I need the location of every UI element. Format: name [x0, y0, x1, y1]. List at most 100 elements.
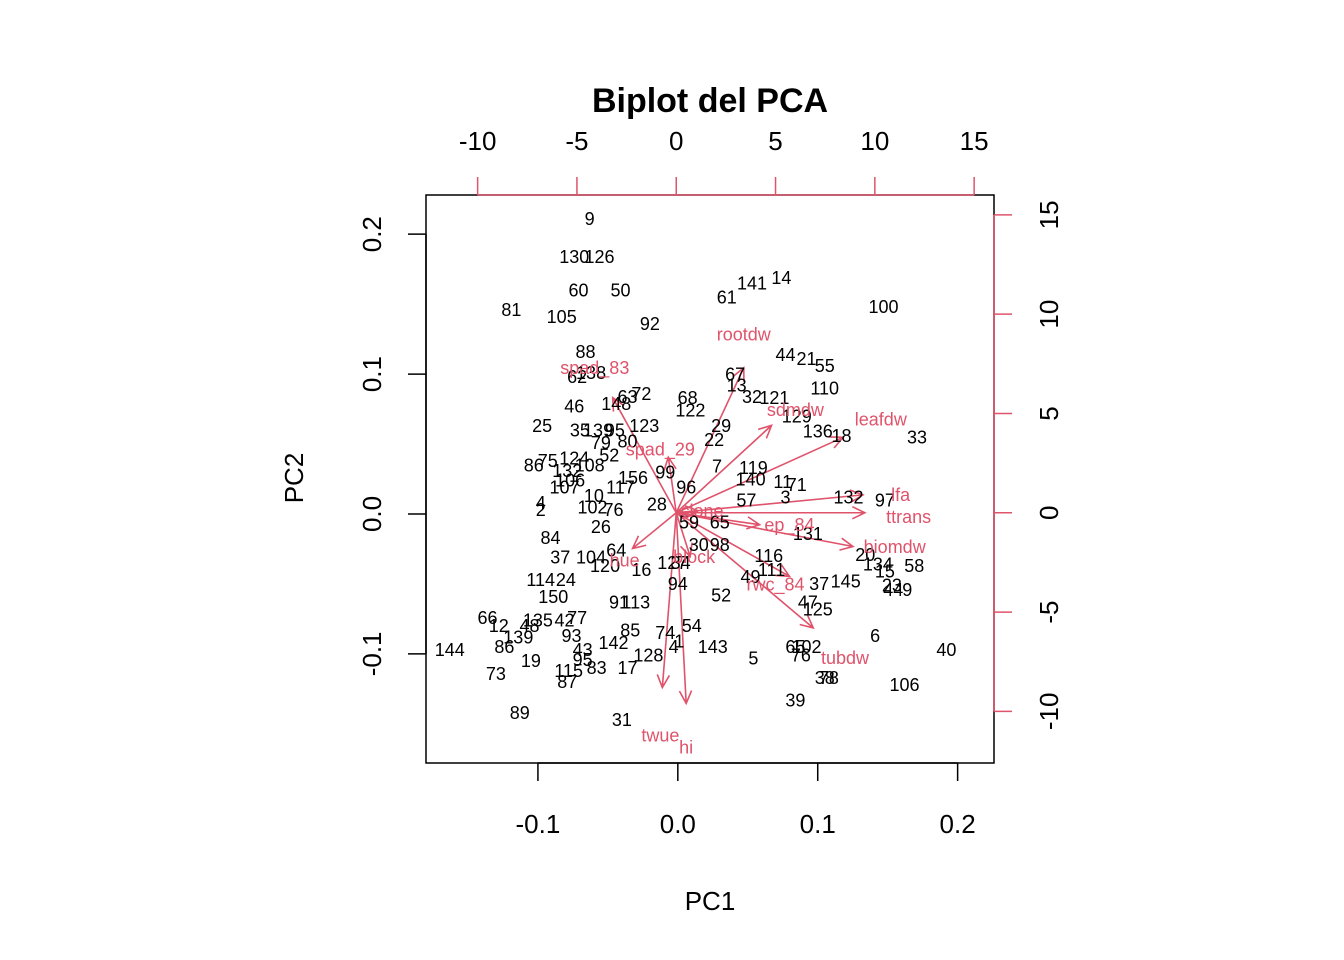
observation-label: 102 — [792, 637, 822, 657]
observation-label: 54 — [682, 616, 702, 636]
observation-label: 50 — [610, 280, 630, 300]
observation-label: 135 — [523, 611, 553, 631]
observation-label: 33 — [907, 427, 927, 447]
observation-label: 88 — [575, 342, 595, 362]
right-tick-label: 0 — [1034, 506, 1064, 520]
observation-label: 52 — [599, 446, 619, 466]
observation-label: 136 — [803, 422, 833, 442]
observation-label: 4 — [669, 637, 679, 657]
observation-label: 42 — [554, 611, 574, 631]
observation-label: 22 — [704, 430, 724, 450]
observation-label: 68 — [678, 388, 698, 408]
observation-label: 143 — [698, 637, 728, 657]
left-axis: -0.1 0.0 0.1 0.2 — [357, 216, 427, 676]
observation-label: 117 — [606, 478, 635, 498]
observation-label: 95 — [605, 420, 625, 440]
observation-label: 49 — [741, 567, 761, 587]
observation-label: 58 — [904, 556, 924, 576]
observation-label: 64 — [606, 541, 626, 561]
loading-label-spad_83: spad_83 — [560, 358, 629, 379]
observation-label: 128 — [633, 646, 663, 666]
observation-label: 65 — [710, 513, 730, 533]
observation-label: 23 — [882, 576, 902, 596]
observation-label: 15 — [875, 562, 895, 582]
observation-label: 123 — [629, 416, 659, 436]
observation-label: 43 — [573, 640, 593, 660]
observation-label: 59 — [679, 513, 699, 533]
observation-label: 107 — [549, 478, 579, 498]
loading-arrow-hue — [631, 512, 677, 550]
bottom-tick-label: 0.2 — [940, 809, 976, 839]
loading-arrow-biomdw — [676, 511, 855, 551]
observation-label: 144 — [435, 640, 465, 660]
observation-label: 62 — [567, 367, 587, 387]
observation-label: 38 — [815, 668, 835, 688]
loading-arrow-spad_29 — [663, 455, 678, 513]
loading-label-lfa: lfa — [891, 485, 911, 505]
observation-label: 11 — [773, 472, 792, 492]
observation-label: 24 — [556, 570, 576, 590]
loading-label-clone: clone — [681, 501, 724, 521]
observation-label: 65 — [785, 637, 805, 657]
observation-label: 39 — [785, 690, 805, 710]
observation-label: 14 — [771, 268, 791, 288]
observation-label: 78 — [819, 668, 839, 688]
top-axis: -10 -5 0 5 10 15 — [459, 126, 989, 196]
observation-label: 81 — [501, 300, 521, 320]
observation-label: 124 — [559, 448, 589, 468]
loading-arrow-rwc_84 — [675, 512, 792, 578]
right-tick-label: 10 — [1034, 300, 1064, 329]
observation-label: 20 — [855, 545, 875, 565]
observation-label: 40 — [936, 640, 956, 660]
observation-label: 114 — [526, 570, 555, 590]
left-tick-label: 0.0 — [357, 496, 387, 532]
bottom-tick-label: 0.1 — [800, 809, 836, 839]
observation-label: 121 — [759, 388, 789, 408]
loading-label-spad_29: spad_29 — [626, 440, 695, 461]
observation-label: 139 — [503, 627, 533, 647]
observation-label: 122 — [675, 401, 705, 421]
observation-label: 84 — [540, 528, 560, 548]
observation-label: 6 — [870, 626, 880, 646]
loading-arrow-lfa — [676, 489, 865, 514]
loading-label-tubdw: tubdw — [821, 648, 870, 668]
observation-label: 102 — [577, 497, 607, 517]
loading-arrow-sdmdw — [675, 424, 773, 514]
top-tick-label: 10 — [860, 126, 889, 156]
x-axis-label: PC1 — [685, 886, 736, 916]
observation-label: 1 — [674, 632, 684, 652]
observation-label: 29 — [711, 416, 731, 436]
observation-label: 30 — [689, 535, 709, 555]
bottom-tick-label: 0.0 — [660, 809, 696, 839]
observation-label: 72 — [631, 384, 651, 404]
observation-label: 91 — [609, 592, 629, 612]
observation-label: 145 — [831, 571, 861, 591]
observation-label: 9 — [902, 580, 912, 600]
loading-arrow-hi — [675, 512, 693, 706]
observation-label: 134 — [863, 555, 893, 575]
observation-label: 25 — [532, 416, 552, 436]
observation-label: 142 — [598, 633, 628, 653]
observation-label: 3 — [781, 487, 791, 507]
observation-label: 138 — [576, 363, 606, 383]
observation-label: 48 — [520, 616, 540, 636]
observation-label: 104 — [576, 548, 606, 568]
observation-label: 97 — [875, 490, 895, 510]
observation-label: 150 — [538, 587, 568, 607]
loading-arrow-clone — [676, 505, 700, 519]
loading-label-rootdw: rootdw — [717, 324, 772, 344]
observation-label: 10 — [584, 486, 604, 506]
observation-label: 132 — [833, 487, 863, 507]
observation-label: 89 — [510, 703, 530, 723]
observation-label: 60 — [568, 280, 588, 300]
observation-label: 37 — [809, 574, 829, 594]
top-tick-label: 5 — [768, 126, 782, 156]
loading-arrow-rootdw — [675, 366, 745, 514]
observation-label: 79 — [591, 433, 611, 453]
observation-label: 63 — [617, 387, 637, 407]
loading-arrow-leafdw — [675, 436, 845, 514]
observation-label: 111 — [758, 560, 785, 580]
observation-label: 61 — [717, 287, 737, 307]
